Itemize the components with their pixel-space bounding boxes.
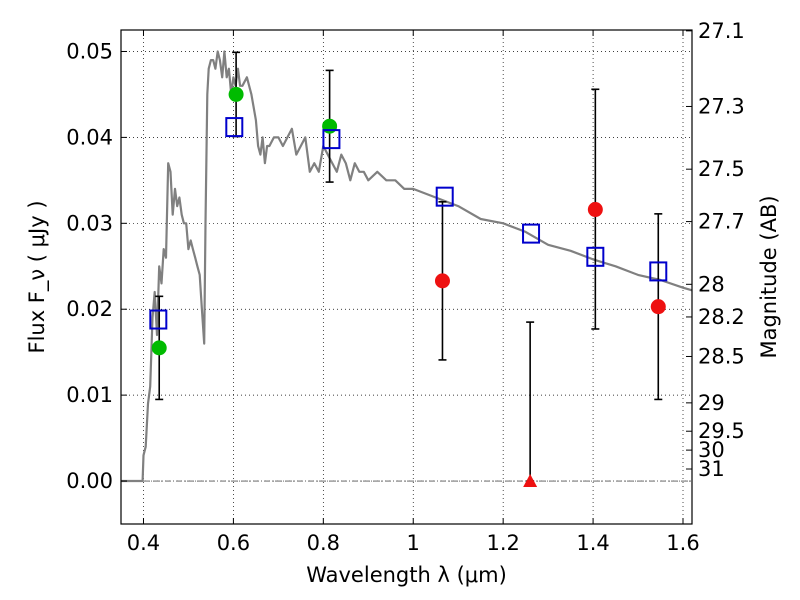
x-tick-label: 1.2	[486, 531, 519, 555]
y-axis-label: Flux F_ν ( μJy )	[25, 200, 50, 353]
model-square	[322, 129, 341, 150]
x-tick-label: 0.8	[307, 531, 340, 555]
y-tick-label: 0.01	[66, 383, 113, 407]
model-square	[649, 261, 668, 282]
spectrum-line	[121, 50, 693, 483]
y-axis-ticks: 0.00 0.01 0.02 0.03 0.04 0.05	[66, 39, 127, 493]
plot-frame	[120, 29, 693, 525]
measured-point-red	[650, 299, 666, 315]
upper-limit-triangle	[523, 474, 538, 488]
measured-point-red	[587, 202, 603, 218]
x-axis-label: Wavelength λ (μm)	[306, 563, 507, 587]
y-tick-label: 0.02	[66, 297, 113, 321]
errorbar-layer	[155, 51, 663, 482]
right-tick-label: 28.5	[698, 344, 745, 368]
right-tick-label: 30	[698, 438, 725, 462]
right-tick-label: 27.5	[698, 157, 745, 181]
measured-point-green	[151, 340, 167, 356]
right-tick-label: 28	[698, 272, 725, 296]
right-tick-label: 31	[698, 457, 725, 481]
model-square	[586, 246, 605, 267]
model-spectrum-layer	[121, 50, 693, 483]
right-tick-label: 27.1	[698, 19, 745, 43]
model-square	[225, 117, 244, 138]
x-axis-ticks: 0.4 0.6 0.8 1 1.2 1.4 1.6	[127, 30, 700, 555]
x-tick-label: 0.6	[217, 531, 250, 555]
right-tick-label: 29	[698, 391, 725, 415]
right-tick-label: 28.2	[698, 305, 745, 329]
model-square	[435, 186, 454, 207]
y-tick-label: 0.03	[66, 211, 113, 235]
y-tick-label: 0.05	[66, 39, 113, 63]
y-tick-label: 0.04	[66, 125, 113, 149]
right-axis-label: Magnitude (AB)	[757, 195, 781, 358]
right-tick-label: 27.3	[698, 94, 745, 118]
y-tick-label: 0.00	[66, 469, 113, 493]
measured-point-green	[228, 86, 244, 102]
model-square	[522, 223, 541, 244]
data-points-layer	[149, 86, 668, 488]
model-square	[149, 309, 168, 330]
x-tick-label: 1.6	[666, 531, 699, 555]
x-tick-label: 1.4	[576, 531, 609, 555]
measured-point-red	[434, 273, 450, 289]
x-tick-label: 0.4	[127, 531, 160, 555]
x-tick-label: 1	[407, 531, 420, 555]
right-tick-label: 27.7	[698, 210, 745, 234]
right-tick-label: 29.5	[698, 419, 745, 443]
